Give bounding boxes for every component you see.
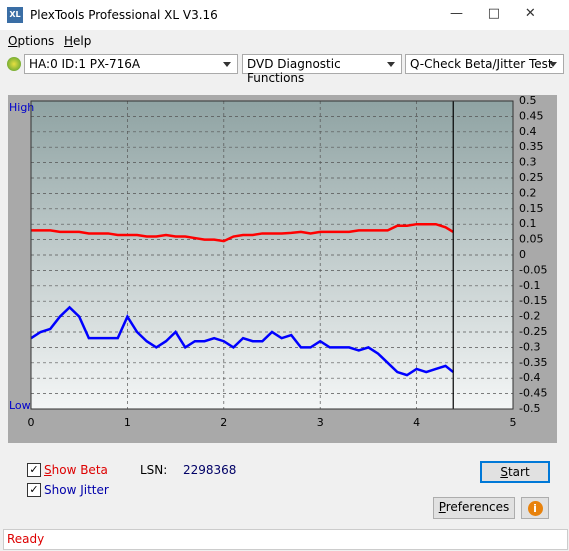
lsn-label: LSN: (140, 463, 168, 477)
y-tick-label: 0.1 (519, 217, 537, 230)
window-title: PlexTools Professional XL V3.16 (30, 8, 218, 22)
y-tick-label: 0 (519, 248, 526, 261)
x-tick-label: 1 (124, 416, 131, 429)
data-line (30, 305, 455, 377)
y-tick-label: -0.2 (519, 310, 540, 323)
y-tick-label: -0.4 (519, 371, 540, 384)
start-button[interactable]: Start (480, 461, 550, 483)
chart: High Low 0.50.450.40.350.30.250.20.150.1… (8, 95, 557, 443)
x-tick-label: 2 (220, 416, 227, 429)
test-select[interactable]: Q-Check Beta/Jitter Test (405, 54, 564, 74)
jitter-checkbox[interactable]: ✓ (27, 483, 41, 497)
status-bar (3, 529, 568, 550)
y-tick-label: 0.45 (519, 109, 544, 122)
y-tick-label: -0.15 (519, 294, 547, 307)
y-tick-label: 0.3 (519, 156, 537, 169)
y-tick-label: -0.1 (519, 279, 540, 292)
y-tick-label: 0.4 (519, 125, 537, 138)
function-select[interactable]: DVD Diagnostic Functions (242, 54, 402, 85)
x-tick-label: 5 (510, 416, 517, 429)
y-tick-label: -0.5 (519, 402, 540, 415)
menu-item[interactable]: Help (64, 34, 92, 48)
y-tick-label: 0.15 (519, 202, 544, 215)
window-controls[interactable]: — □ ✕ (450, 6, 536, 21)
low-label: Low (9, 399, 31, 412)
y-tick-label: 0.25 (519, 171, 544, 184)
jitter-label[interactable]: Show Jitter (44, 483, 109, 497)
y-tick-label: -0.25 (519, 325, 547, 338)
title-bar (0, 0, 569, 30)
y-tick-label: -0.05 (519, 263, 547, 276)
y-tick-label: 0.5 (519, 95, 537, 107)
lsn-value: 2298368 (183, 463, 237, 477)
plot-frame (30, 100, 514, 410)
y-tick-label: 0.35 (519, 140, 544, 153)
y-tick-label: 0.05 (519, 233, 544, 246)
y-tick-label: -0.35 (519, 356, 547, 369)
beta-checkbox[interactable]: ✓ (27, 463, 41, 477)
info-button[interactable]: i (521, 497, 549, 519)
preferences-button[interactable]: Preferences (433, 497, 515, 519)
data-line (31, 222, 454, 243)
drive-select[interactable]: HA:0 ID:1 PX-716A (24, 54, 238, 74)
x-tick-label: 0 (28, 416, 35, 429)
beta-label[interactable]: Show Beta (44, 463, 108, 477)
y-tick-label: 0.2 (519, 186, 537, 199)
info-icon: i (527, 501, 543, 516)
menu-item[interactable]: Options (8, 34, 55, 48)
app-icon: XL (7, 7, 23, 23)
x-tick-label: 3 (317, 416, 324, 429)
y-tick-label: -0.45 (519, 387, 547, 400)
x-tick-label: 4 (413, 416, 420, 429)
drive-icon (7, 57, 21, 71)
status-text: Ready (7, 532, 45, 546)
y-tick-label: -0.3 (519, 340, 540, 353)
high-label: High (9, 101, 34, 114)
